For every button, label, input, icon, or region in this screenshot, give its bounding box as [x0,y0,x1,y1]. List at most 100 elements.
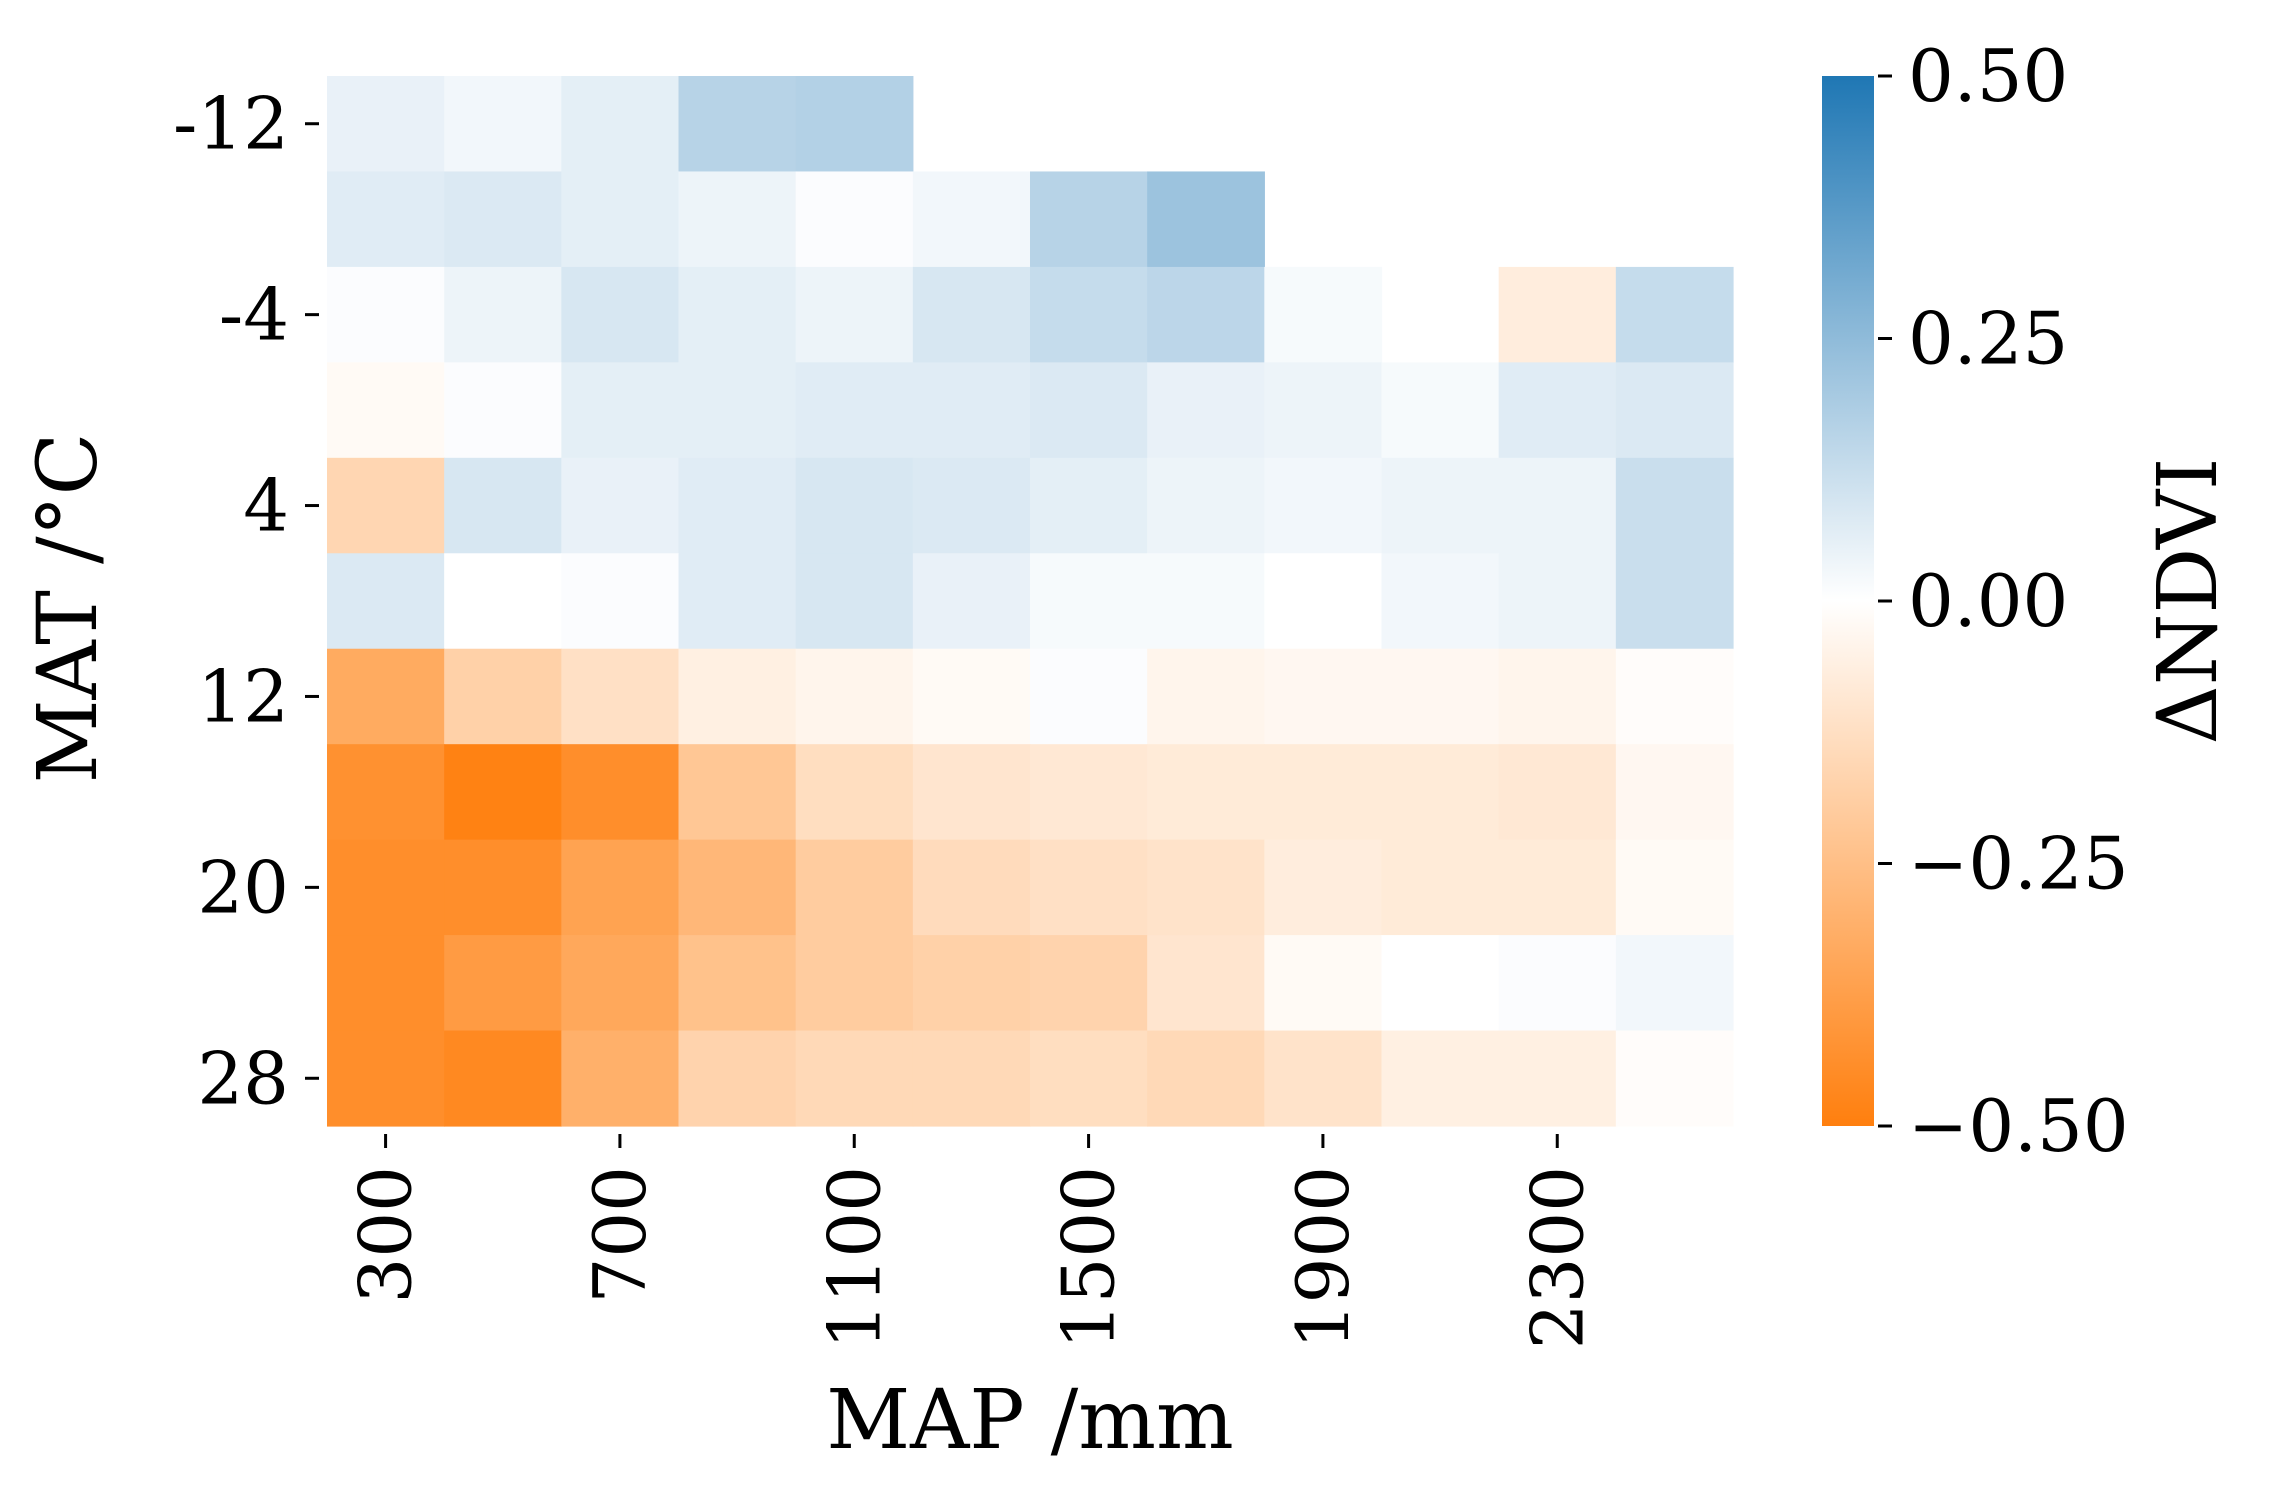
heatmap-cell [1147,171,1265,268]
heatmap-cell [444,76,562,173]
heatmap-cell [912,553,1031,650]
x-tick-label: 1500 [1047,1166,1131,1349]
heatmap-cell [1615,362,1734,459]
heatmap-cell [912,839,1031,936]
heatmap-cell [1147,457,1265,554]
heatmap-cell [1498,457,1617,554]
heatmap-cell [1615,839,1734,936]
heatmap-cell [1147,553,1265,650]
heatmap-cell [327,744,445,841]
heatmap-cell [1030,362,1148,459]
y-tick-label: 20 [197,845,289,929]
colorbar-tick-label: −0.25 [1908,822,2129,906]
y-tick-label: 4 [243,464,289,548]
heatmap-cell [678,553,797,650]
heatmap-cell [561,648,680,745]
y-tick-label: -4 [219,273,289,357]
x-tick-label: 300 [344,1166,428,1303]
heatmap-cell [1030,744,1148,841]
heatmap-cell [1264,648,1383,745]
heatmap-cell [678,1030,797,1127]
x-axis-ticks: 300 700 1100 1500 1900 2300 [344,1134,1599,1349]
heatmap-cell [1498,362,1617,459]
heatmap-cell [327,171,445,268]
heatmap-cell [1615,553,1734,650]
heatmap-cell [912,266,1031,363]
heatmap-cell [1030,553,1148,650]
heatmap-cell [327,935,445,1032]
heatmap-cell [678,935,797,1032]
heatmap-cell [1498,839,1617,936]
heatmap-cell [795,457,914,554]
heatmap-cell [1615,266,1734,363]
heatmap-cell [795,648,914,745]
heatmap-cell [561,76,680,173]
heatmap-cell [444,648,562,745]
heatmap-cell [1498,553,1617,650]
heatmap-cell [1147,362,1265,459]
heatmap-cell [678,839,797,936]
heatmap-cell [444,171,562,268]
heatmap-cell [444,839,562,936]
heatmap-cell [1615,457,1734,554]
heatmap-cell [327,362,445,459]
heatmap-cell [678,648,797,745]
heatmap-cell [795,553,914,650]
heatmap-cell [561,1030,680,1127]
heatmap-cell [795,1030,914,1127]
heatmap-cell [1147,935,1265,1032]
colorbar-tick-label: 0.00 [1908,559,2068,643]
heatmap-cell [1615,744,1734,841]
y-tick-label: -12 [173,82,289,166]
heatmap-cell [1264,362,1383,459]
heatmap-cell [1147,648,1265,745]
heatmap-cell [1381,839,1500,936]
heatmap-cell [912,457,1031,554]
heatmap-cell [327,76,445,173]
heatmap-cell [1264,839,1383,936]
colorbar-gradient [1822,76,1874,1126]
heatmap-cell [1030,935,1148,1032]
heatmap-cell [1381,744,1500,841]
heatmap-cell [1264,744,1383,841]
x-tick-label: 1900 [1281,1166,1365,1349]
y-tick-label: 12 [197,654,289,738]
heatmap-cell [444,362,562,459]
heatmap-cell [1030,457,1148,554]
heatmap-cell [1264,1030,1383,1127]
heatmap-cell [444,553,562,650]
heatmap-cell [1030,171,1148,268]
heatmap-cell [912,935,1031,1032]
heatmap-cell [1147,1030,1265,1127]
heatmap-cell [1147,266,1265,363]
heatmap-cell [912,648,1031,745]
heatmap-cell [1498,935,1617,1032]
colorbar [1822,76,1874,1126]
heatmap-cell [444,1030,562,1127]
heatmap-cell [795,839,914,936]
colorbar-tick-label: 0.25 [1908,297,2068,381]
heatmap-cell [795,76,914,173]
heatmap-cell [912,171,1031,268]
heatmap-cell [1030,1030,1148,1127]
heatmap-cell [1264,266,1383,363]
heatmap-cell [561,362,680,459]
heatmap-cell [1615,1030,1734,1127]
heatmap-cell [1615,935,1734,1032]
heatmap-cell [1147,744,1265,841]
x-axis-label: MAP /mm [826,1373,1234,1468]
heatmap-cell [444,744,562,841]
heatmap-cell [795,935,914,1032]
heatmap-cell [1030,266,1148,363]
heatmap-cell [795,362,914,459]
heatmap-cell [327,839,445,936]
heatmap-cell [561,171,680,268]
heatmap-cell [678,457,797,554]
heatmap-cell [561,935,680,1032]
heatmap-cell [912,362,1031,459]
y-tick-label: 28 [197,1036,289,1120]
colorbar-tick-label: 0.50 [1908,34,2068,118]
heatmap-cell [678,76,797,173]
heatmap-cell [561,744,680,841]
